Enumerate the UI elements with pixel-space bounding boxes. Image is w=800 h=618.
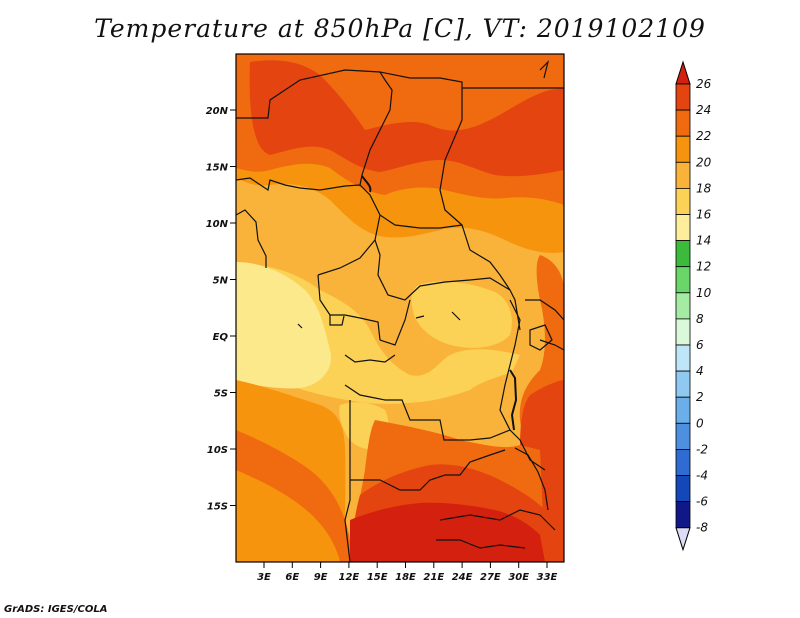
colorbar-label: 10 <box>696 286 712 300</box>
colorbar-label: 0 <box>696 416 704 430</box>
border-tanzania <box>539 339 564 351</box>
map-title: Temperature at 850hPa [C], VT: 201910210… <box>94 14 706 43</box>
colorbar-label: 18 <box>696 181 712 195</box>
lat-label: EQ <box>213 332 229 343</box>
lake-chad <box>361 175 372 193</box>
field-20-22-coastal-cool <box>236 470 340 562</box>
lake-victoria <box>529 324 553 351</box>
colorbar-box <box>675 161 691 189</box>
colorbar-label: -4 <box>696 469 708 483</box>
lat-label: 20N <box>206 106 229 117</box>
border-gabon <box>344 354 396 363</box>
border-uganda-kenya <box>525 299 564 321</box>
colorbar-box <box>675 135 691 163</box>
colorbar-box <box>675 83 691 111</box>
lat-label: 10S <box>207 445 228 456</box>
colorbar-box <box>675 266 691 294</box>
colorbar-label: 2 <box>696 390 704 404</box>
colorbar-label: 8 <box>696 312 704 326</box>
colorbar-box <box>675 318 691 346</box>
lat-label: 5S <box>214 389 228 400</box>
field-14-16-coast <box>236 262 331 389</box>
colorbar-label: 14 <box>696 234 711 248</box>
lon-label: 18E <box>395 572 416 583</box>
colorbar-label: -6 <box>696 495 708 509</box>
colorbar-top-arrow <box>675 60 691 85</box>
border-car <box>374 239 511 301</box>
lon-label: 24E <box>452 572 473 583</box>
lon-label: 12E <box>339 572 360 583</box>
border-congo <box>379 299 411 346</box>
colorbar-bottom-arrow <box>675 527 691 552</box>
colorbar-box <box>675 240 691 268</box>
field-16-18-congo <box>411 281 512 348</box>
country-borders <box>236 60 564 562</box>
colorbar-box <box>675 396 691 424</box>
border-north-west <box>236 69 393 186</box>
colorbar-box <box>675 422 691 450</box>
plot-frame <box>235 53 565 563</box>
border-eq-guinea <box>329 315 345 326</box>
border-sudan-chad <box>379 71 521 331</box>
colorbar-label: 4 <box>696 364 704 378</box>
border-drc-angola <box>344 384 511 441</box>
border-cameroon <box>317 274 381 341</box>
colorbar-box <box>675 501 691 529</box>
lat-label: 10N <box>206 219 229 230</box>
grads-credit: GrADS: IGES/COLA <box>4 604 108 615</box>
border-east-lakes <box>499 299 546 471</box>
colorbar-box <box>675 292 691 320</box>
colorbar-label: 24 <box>696 103 711 117</box>
temperature-field <box>236 54 564 562</box>
border-zambia-zimbabwe <box>439 509 556 531</box>
colorbar-label: 26 <box>696 77 712 91</box>
colorbar-box <box>675 344 691 372</box>
small-lakes <box>297 311 461 329</box>
colorbar-box <box>675 448 691 476</box>
border-west-coast <box>236 209 267 268</box>
border-nigeria <box>236 177 381 276</box>
colorbar-box <box>675 214 691 242</box>
colorbar-label: 6 <box>696 338 704 352</box>
colorbar-box <box>675 370 691 398</box>
latitude-axis: 20N 15N 10N 5N EQ 5S 10S 15S <box>206 106 236 513</box>
longitude-axis: 3E 6E 9E 12E 15E 18E 21E 24E 27E 30E 33E <box>257 562 558 583</box>
lat-label: 5N <box>213 276 229 287</box>
lon-label: 15E <box>367 572 388 583</box>
lon-label: 9E <box>314 572 328 583</box>
lat-label: 15N <box>206 163 229 174</box>
colorbar-label: 12 <box>696 260 711 274</box>
lat-label: 15S <box>207 502 228 513</box>
lon-label: 27E <box>480 572 501 583</box>
border-angola-south <box>350 449 506 491</box>
lon-label: 30E <box>508 572 529 583</box>
lon-label: 21E <box>423 572 444 583</box>
coast-red-sea <box>539 60 550 79</box>
field-24-26-north <box>249 60 564 177</box>
lon-label: 3E <box>257 572 271 583</box>
field-26-plus-south <box>350 502 545 562</box>
lon-label: 33E <box>537 572 558 583</box>
lake-tanganyika <box>509 369 518 431</box>
colorbar-box <box>675 109 691 137</box>
border-malawi <box>514 447 549 511</box>
field-22-24-spot <box>382 83 406 108</box>
border-angola-west <box>344 400 351 562</box>
border-botswana <box>436 539 526 549</box>
border-chad-car <box>379 214 463 229</box>
colorbar-box <box>675 187 691 215</box>
colorbar-label: -2 <box>696 442 708 456</box>
lon-label: 6E <box>285 572 299 583</box>
colorbar-label: 22 <box>696 129 711 143</box>
colorbar-label: -8 <box>696 521 708 535</box>
colorbar-box <box>675 475 691 503</box>
colorbar-label: 20 <box>696 155 712 169</box>
colorbar-label: 16 <box>696 208 712 222</box>
